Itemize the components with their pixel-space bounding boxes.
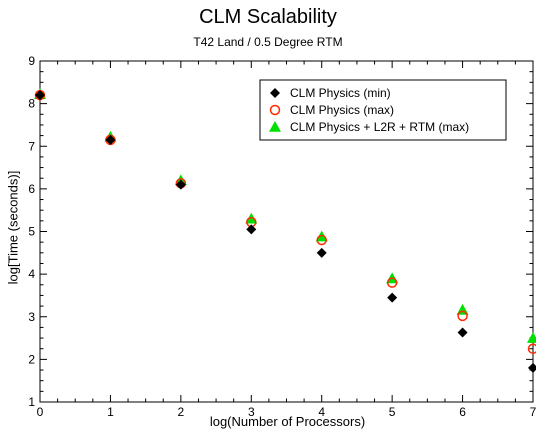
legend-diamond-icon xyxy=(270,88,280,98)
x-tick-label: 0 xyxy=(37,405,44,419)
diamond-point xyxy=(175,179,186,190)
y-tick-label: 8 xyxy=(28,97,35,111)
x-axis-label: log(Number of Processors) xyxy=(209,414,366,429)
y-tick-label: 7 xyxy=(28,139,35,153)
diamond-point xyxy=(246,224,257,235)
legend: CLM Physics (min) CLM Physics (max) CLM Ph… xyxy=(259,79,507,141)
y-tick-label: 3 xyxy=(28,310,35,324)
legend-circle-icon xyxy=(269,104,281,116)
legend-entry-label: CLM Physics + L2R + RTM (max) xyxy=(290,120,469,134)
x-tick-label: 4 xyxy=(318,405,325,419)
diamond-point xyxy=(105,134,116,145)
diamond-point xyxy=(35,90,45,101)
y-tick-label: 5 xyxy=(28,225,35,239)
chart-subtitle: T42 Land / 0.5 Degree RTM xyxy=(193,35,343,49)
legend-entry-label: CLM Physics (min) xyxy=(290,86,391,100)
diamond-point xyxy=(457,327,468,338)
diamond-point xyxy=(528,362,536,373)
x-tick-label: 2 xyxy=(178,405,185,419)
x-tick-label: 1 xyxy=(107,405,114,419)
circle-point xyxy=(316,234,327,246)
data-points xyxy=(34,88,536,373)
x-tick-label: 5 xyxy=(389,405,396,419)
x-tick-label: 3 xyxy=(248,405,255,419)
chart-title: CLM Scalability xyxy=(199,6,337,28)
legend-entry-label: CLM Physics (max) xyxy=(290,103,394,117)
diamond-point xyxy=(387,292,398,303)
legend-box xyxy=(259,79,507,141)
y-tick-label: 4 xyxy=(28,267,35,281)
triangle-point xyxy=(527,332,536,343)
y-tick-label: 2 xyxy=(28,352,35,366)
circle-point xyxy=(457,310,468,322)
circle-point xyxy=(527,343,536,354)
y-tick-label: 9 xyxy=(28,54,35,68)
legend-triangle-icon xyxy=(269,121,281,132)
y-tick-label: 1 xyxy=(28,395,35,409)
x-tick-label: 7 xyxy=(530,405,536,419)
y-tick-label: 6 xyxy=(28,182,35,196)
x-tick-label: 6 xyxy=(459,405,466,419)
circle-point xyxy=(386,277,398,288)
diamond-point xyxy=(316,247,327,258)
